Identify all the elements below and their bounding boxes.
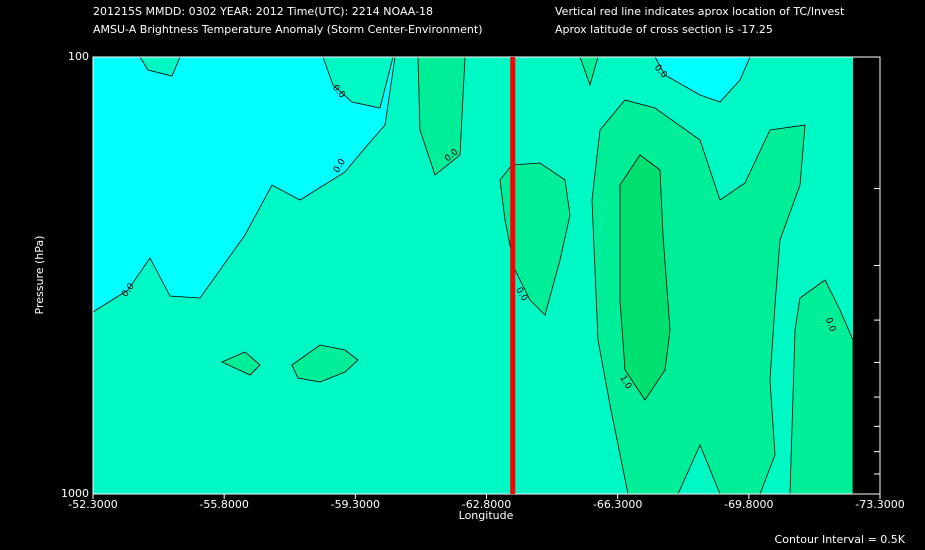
y-tick-label: 1000 [61,487,89,500]
x-tick-label: -66.3000 [593,498,642,511]
y-axis-label: Pressure (hPa) [33,236,46,315]
header-note2: Aprox latitude of cross section is -17.2… [555,23,773,36]
region-strong [619,154,671,401]
x-tick-label: -62.8000 [462,498,511,511]
x-tick-label: -52.3000 [68,498,117,511]
region-positive [291,344,359,383]
x-tick-label: -69.8000 [724,498,773,511]
contour-field [92,56,854,495]
x-axis-label: Longitude [459,509,514,522]
x-tick-label: -55.8000 [199,498,248,511]
header-note1: Vertical red line indicates aprox locati… [555,5,845,18]
region-negative [92,56,396,313]
contour-label: 0.0 [823,316,837,333]
region-positive [789,279,854,495]
footer: Contour Interval = 0.5K [775,533,906,546]
y-tick-label: 100 [68,50,89,63]
region-positive [221,351,261,376]
x-tick-label: -59.3000 [331,498,380,511]
header-line2: AMSU-A Brightness Temperature Anomaly (S… [93,23,483,36]
x-tick-label: -73.3000 [855,498,904,511]
header-line1: 201215S MMDD: 0302 YEAR: 2012 Time(UTC):… [93,5,433,18]
